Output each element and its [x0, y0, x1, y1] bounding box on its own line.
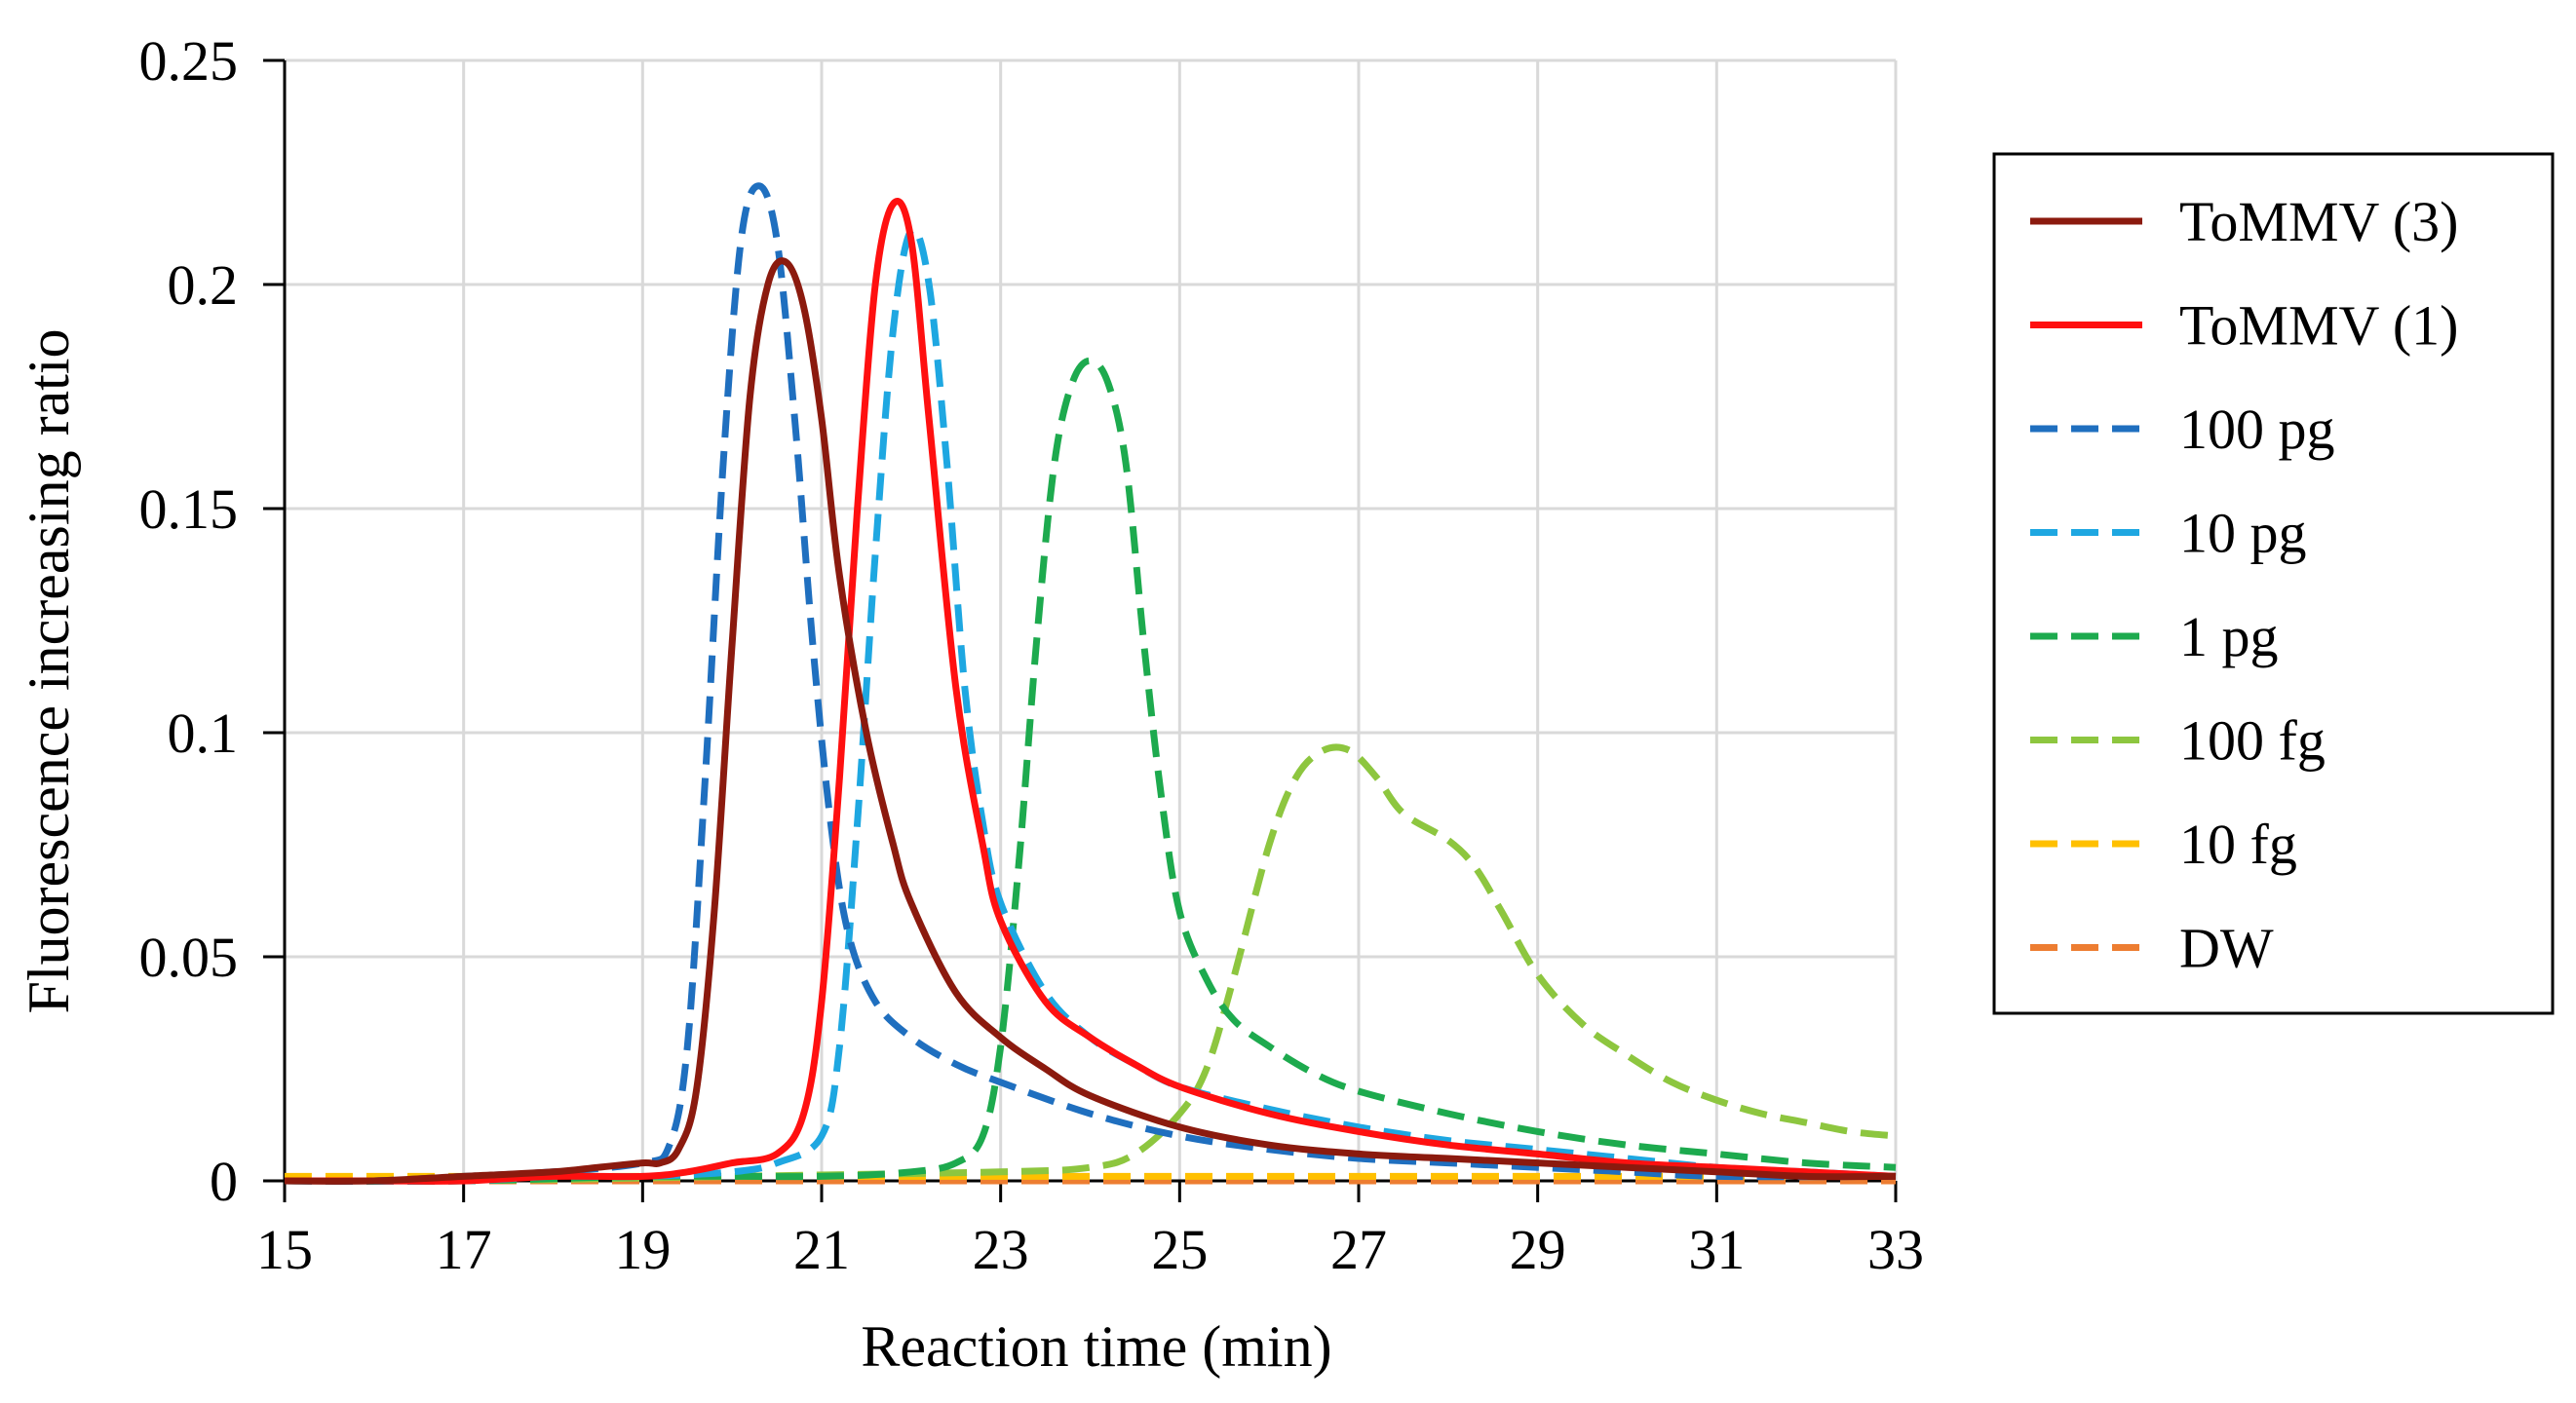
x-tick-label: 27 — [1330, 1218, 1387, 1281]
x-tick-label: 23 — [973, 1218, 1029, 1281]
x-tick-label: 29 — [1510, 1218, 1566, 1281]
x-axis-title: Reaction time (min) — [861, 1314, 1331, 1379]
legend-item-100-fg: 100 fg — [2030, 709, 2326, 773]
legend-box — [1992, 152, 2555, 1015]
legend-label: 100 pg — [2179, 398, 2335, 461]
y-tick-label: 0.05 — [139, 926, 239, 989]
legend-label: 10 pg — [2179, 502, 2307, 565]
legend: ToMMV (3) ToMMV (1) 100 pg 10 pg 1 pg 100 fg 1… — [1992, 152, 2555, 1015]
series-line-10-pg — [284, 225, 1897, 1185]
legend-label: 1 pg — [2179, 605, 2279, 668]
series-lines — [284, 182, 1897, 1185]
legend-item-10-fg: 10 fg — [2030, 813, 2297, 876]
legend-item-dw: DW — [2030, 917, 2274, 980]
tick-labels: 0 0.05 0.1 0.15 0.2 0.25 15 17 19 21 23 25 27 29 31 33 — [139, 29, 1925, 1281]
x-tick-label: 19 — [614, 1218, 671, 1281]
series-line-1-pg — [284, 357, 1897, 1185]
x-tick-label: 17 — [436, 1218, 492, 1281]
series-line-tommv-3 — [284, 257, 1897, 1185]
legend-label: ToMMV (3) — [2179, 190, 2459, 253]
series-line-tommv-1 — [285, 198, 1897, 1185]
y-tick-label: 0.15 — [139, 477, 239, 541]
grid — [285, 58, 1898, 1181]
legend-label: ToMMV (1) — [2179, 294, 2459, 358]
y-tick-label: 0.1 — [168, 702, 239, 765]
series-line-100-pg — [284, 182, 1897, 1185]
legend-label: 10 fg — [2179, 813, 2297, 876]
x-tick-label: 21 — [793, 1218, 850, 1281]
x-tick-label: 25 — [1151, 1218, 1208, 1281]
x-tick-label: 31 — [1688, 1218, 1745, 1281]
y-tick-label: 0 — [210, 1150, 238, 1213]
legend-item-tommv-3: ToMMV (3) — [2030, 190, 2459, 253]
y-tick-label: 0.2 — [168, 253, 239, 317]
legend-item-100-pg: 100 pg — [2030, 398, 2335, 461]
x-tick-label: 15 — [256, 1218, 313, 1281]
y-axis-title: Fluorescence increasing ratio — [17, 328, 81, 1013]
legend-item-tommv-1: ToMMV (1) — [2030, 294, 2459, 358]
y-tick-label: 0.25 — [139, 29, 239, 93]
legend-item-10-pg: 10 pg — [2030, 502, 2307, 565]
legend-label: DW — [2179, 917, 2274, 980]
legend-label: 100 fg — [2179, 709, 2326, 773]
legend-item-1-pg: 1 pg — [2030, 605, 2279, 668]
x-tick-label: 33 — [1867, 1218, 1924, 1281]
series-line-100-fg — [284, 743, 1897, 1185]
